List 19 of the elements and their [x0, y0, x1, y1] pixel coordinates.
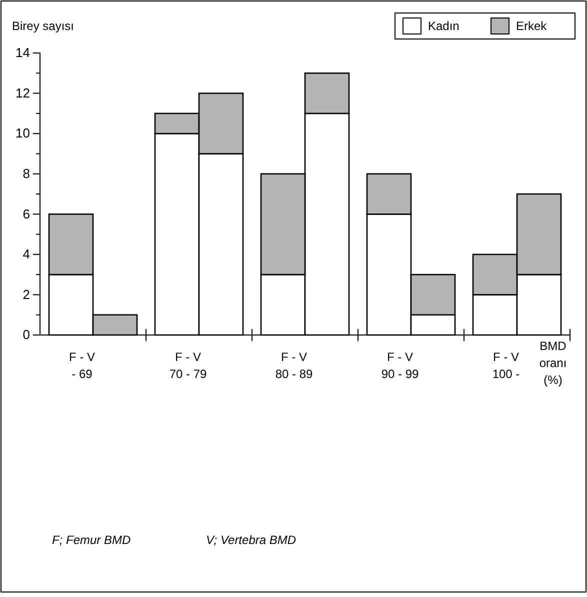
y-axis-title: Birey sayısı	[12, 19, 74, 33]
y-tick-label: 6	[22, 206, 30, 222]
text: F; Femur BMD	[52, 533, 131, 547]
x-tick-label: F - V 70 - 79	[169, 350, 208, 381]
x-tick-label: F - V 80 - 89	[275, 350, 314, 381]
y-tick-label: 10	[16, 126, 30, 141]
y-tick-label: 4	[22, 246, 30, 262]
y-tick-label: 8	[22, 166, 30, 182]
legend-label: Kadın	[428, 19, 460, 34]
y-tick-label: 0	[22, 327, 30, 342]
y-tick-label: 12	[16, 85, 30, 100]
x-tick-label: F - V 100 -	[492, 350, 520, 381]
x-axis-title: BMD oranı (%)	[539, 339, 567, 387]
y-tick-label: 14	[16, 45, 30, 60]
x-tick-label: F - V - 69	[69, 350, 95, 381]
y-tick-label: 2	[22, 286, 30, 302]
legend-label: Erkek	[516, 19, 548, 34]
x-tick-label: F - V 90 - 99	[381, 350, 420, 381]
text: V; Vertebra BMD	[206, 533, 296, 547]
